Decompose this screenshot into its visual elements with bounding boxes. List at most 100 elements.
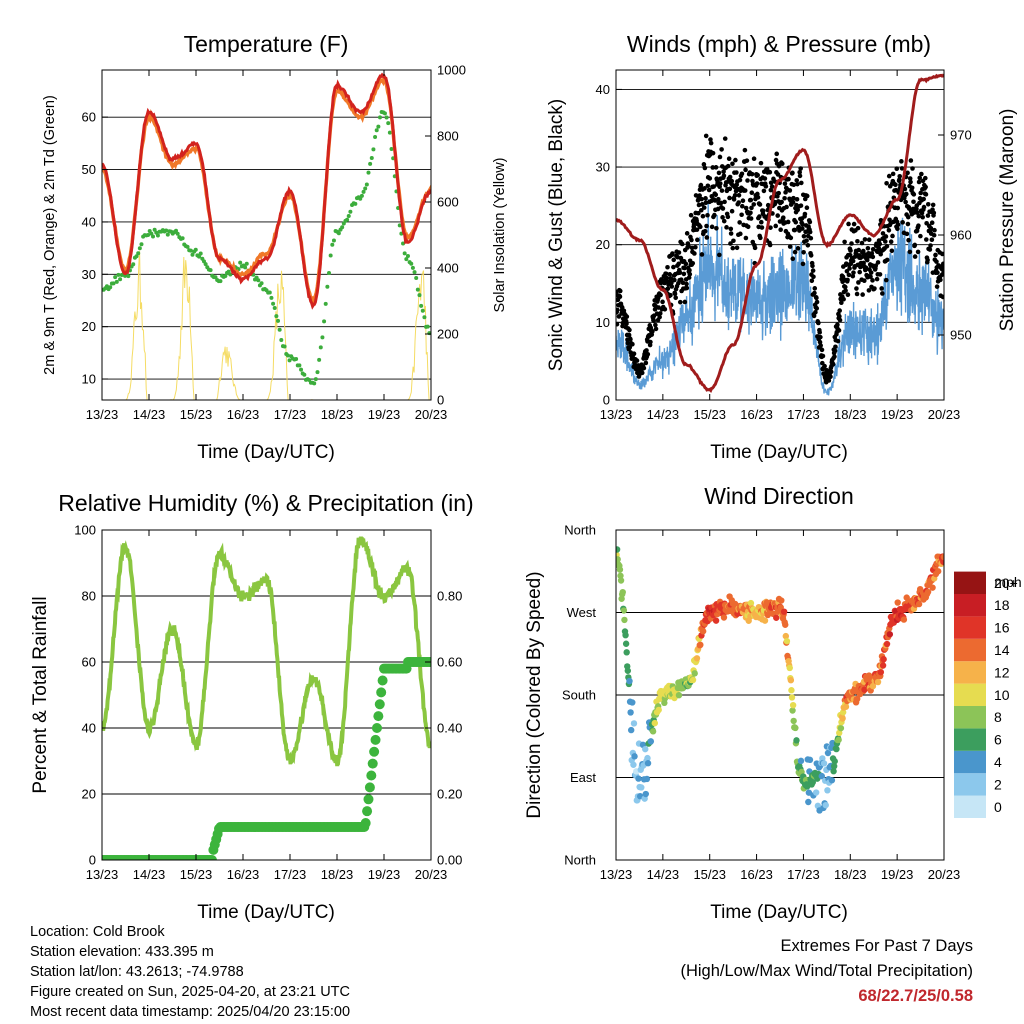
direction-point xyxy=(839,715,846,722)
legend-swatch xyxy=(954,795,986,818)
dewpoint-point xyxy=(299,367,304,372)
rainfall-point xyxy=(364,782,375,793)
gust-point xyxy=(893,182,898,188)
gust-point xyxy=(842,239,847,245)
gust-point xyxy=(819,347,825,353)
legend-label: 14 xyxy=(994,642,1010,658)
gust-point xyxy=(923,192,929,197)
dewpoint-point xyxy=(419,303,424,308)
direction-point xyxy=(883,640,891,648)
direction-point xyxy=(812,789,820,796)
y-tick-label: 800 xyxy=(437,129,459,144)
gust-point xyxy=(830,361,836,367)
gust-point xyxy=(751,156,757,162)
gust-point xyxy=(857,269,863,275)
direction-point xyxy=(642,790,650,798)
direction-point xyxy=(792,724,799,732)
direction-point xyxy=(830,762,838,770)
direction-point xyxy=(699,628,707,635)
gust-point xyxy=(935,270,940,275)
x-tick-label: 19/23 xyxy=(881,407,914,422)
direction-point xyxy=(780,608,788,615)
gust-point xyxy=(734,245,740,251)
gust-point xyxy=(833,344,838,350)
dewpoint-point xyxy=(368,161,373,166)
gust-point xyxy=(859,240,865,246)
direction-point xyxy=(643,775,651,783)
x-tick-label: 20/23 xyxy=(928,867,961,882)
direction-point xyxy=(691,670,698,677)
dewpoint-point xyxy=(412,270,417,275)
gust-point xyxy=(790,170,795,176)
direction-point xyxy=(797,757,805,765)
legend-swatch xyxy=(954,728,986,751)
direction-x-ticks: 13/23 14/23 15/23 16/23 17/23 18/23 19/23 20/23 xyxy=(600,530,961,882)
gust-point xyxy=(921,196,926,202)
y-tick-label: 10 xyxy=(82,372,96,387)
gust-point xyxy=(784,204,789,210)
rainfall-point xyxy=(376,687,387,698)
gust-point xyxy=(861,278,867,283)
gust-point xyxy=(616,307,620,313)
gust-point xyxy=(905,214,911,220)
dewpoint-point xyxy=(150,234,155,239)
extremes-subtitle: (High/Low/Max Wind/Total Precipitation) xyxy=(680,962,973,980)
gust-point xyxy=(793,219,799,225)
gust-point xyxy=(639,370,645,376)
winds-ylabel-right: Station Pressure (Maroon) xyxy=(997,109,1018,332)
gust-point xyxy=(907,249,913,255)
legend-swatch xyxy=(954,638,986,662)
dewpoint-point xyxy=(203,262,208,267)
dewpoint-point xyxy=(422,315,427,320)
x-tick-label: 19/23 xyxy=(881,867,914,882)
gust-point xyxy=(879,286,884,291)
gust-point xyxy=(717,154,723,160)
gust-point xyxy=(748,210,753,216)
gust-point xyxy=(762,176,768,181)
gust-point xyxy=(839,300,844,306)
dewpoint-point xyxy=(328,253,333,258)
gust-point xyxy=(653,326,659,332)
x-tick-label: 16/23 xyxy=(227,407,260,422)
winds-plot-frame xyxy=(615,69,945,401)
y-tick-label: 0.40 xyxy=(437,721,462,736)
gust-point xyxy=(782,181,788,186)
temperature-grid xyxy=(102,116,431,380)
x-tick-label: 17/23 xyxy=(787,407,820,422)
dewpoint-point xyxy=(277,327,282,332)
gust-point xyxy=(868,274,873,280)
gust-point xyxy=(651,318,657,324)
x-tick-label: 13/23 xyxy=(600,407,633,422)
sonic-wind-line xyxy=(616,199,944,396)
gust-point xyxy=(702,186,707,191)
gust-point xyxy=(728,231,734,236)
direction-point xyxy=(642,745,649,753)
gust-point xyxy=(900,220,905,225)
legend-label: 4 xyxy=(994,754,1002,770)
gust-point xyxy=(658,292,663,298)
dewpoint-point xyxy=(193,247,198,252)
gust-point xyxy=(807,229,813,235)
gust-point xyxy=(617,294,623,300)
gust-point xyxy=(786,176,791,182)
gust-point xyxy=(862,237,868,242)
gust-point xyxy=(672,291,678,297)
rainfall-point xyxy=(369,746,380,757)
gust-point xyxy=(689,237,694,243)
dewpoint-point xyxy=(415,287,420,292)
dewpoint-point xyxy=(134,254,139,259)
direction-point xyxy=(805,798,812,806)
gust-point xyxy=(664,275,670,281)
gust-point xyxy=(713,165,719,170)
direction-point xyxy=(782,621,789,628)
gust-point xyxy=(748,216,754,221)
legend-swatch xyxy=(954,571,986,594)
gust-point xyxy=(731,238,736,244)
direction-xlabel: Time (Day/UTC) xyxy=(710,902,848,923)
dewpoint-point xyxy=(359,193,364,198)
gust-point xyxy=(856,280,861,285)
gust-point xyxy=(743,205,749,211)
direction-point xyxy=(720,614,728,621)
direction-point xyxy=(929,584,936,591)
gust-point xyxy=(692,251,697,256)
